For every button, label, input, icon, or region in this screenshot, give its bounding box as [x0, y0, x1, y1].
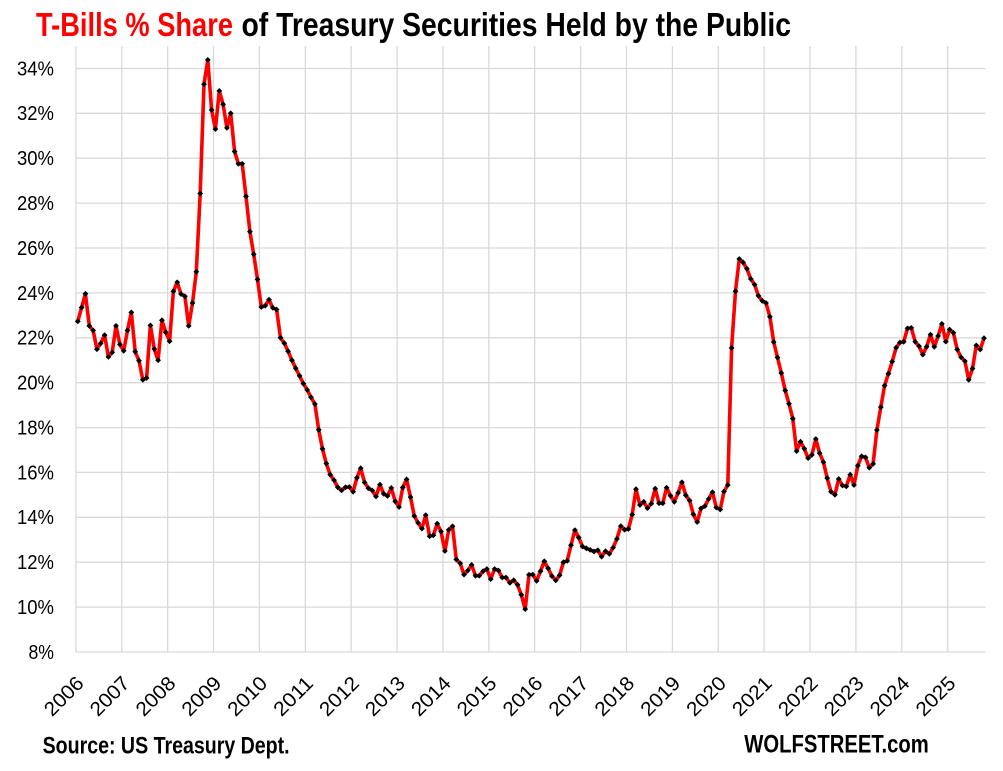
svg-text:10%: 10%	[17, 597, 54, 619]
svg-text:26%: 26%	[17, 238, 54, 260]
svg-text:8%: 8%	[29, 642, 55, 664]
svg-text:16%: 16%	[17, 462, 54, 484]
svg-text:14%: 14%	[17, 507, 54, 529]
svg-text:18%: 18%	[17, 418, 54, 440]
svg-text:22%: 22%	[17, 328, 54, 350]
svg-text:32%: 32%	[17, 103, 54, 125]
svg-text:24%: 24%	[17, 283, 54, 305]
svg-text:28%: 28%	[17, 193, 54, 215]
svg-text:Source: US Treasury Dept.: Source: US Treasury Dept.	[43, 733, 290, 760]
svg-text:12%: 12%	[17, 552, 54, 574]
svg-text:T-Bills % Share: T-Bills % Share	[36, 6, 233, 43]
svg-text:WOLFSTREET.com: WOLFSTREET.com	[744, 731, 929, 759]
svg-text:of Treasury Securities Held by: of Treasury Securities Held by the Publi…	[242, 6, 792, 43]
svg-text:20%: 20%	[17, 373, 54, 395]
svg-text:34%: 34%	[17, 58, 54, 80]
svg-text:30%: 30%	[17, 148, 54, 170]
